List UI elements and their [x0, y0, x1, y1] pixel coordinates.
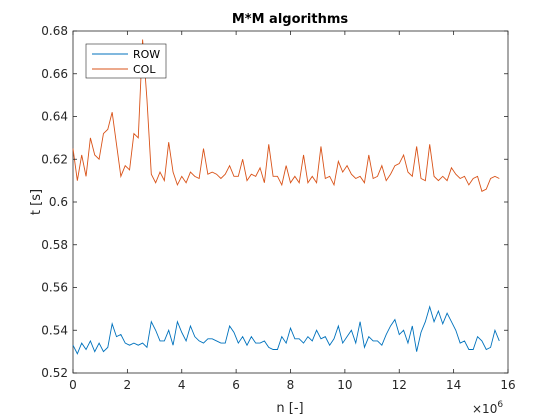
chart-title: M*M algorithms	[232, 12, 349, 27]
legend-row-label: ROW	[133, 48, 160, 61]
tick-layer	[72, 30, 509, 374]
y-tick-label: 0.64	[41, 110, 68, 124]
tick-label-layer: 0 2 4 6 8 10 12 14 16 0.52 0.54 0.56 0.58 0.6 0.62 0.64…	[41, 24, 515, 392]
y-tick-label: 0.68	[41, 24, 68, 38]
y-tick-label: 0.62	[41, 152, 68, 166]
y-tick-label: 0.52	[41, 366, 68, 380]
y-tick-label: 0.6	[49, 195, 68, 209]
x-axis-exponent-power: 6	[497, 400, 503, 410]
plot-area	[72, 30, 509, 374]
legend: ROW COL	[85, 43, 167, 79]
x-axis-exponent-base: ×10	[472, 402, 497, 416]
legend-box	[85, 43, 167, 79]
series-line-row	[72, 305, 500, 355]
legend-col-label: COL	[133, 63, 156, 76]
x-axis-exponent: ×106	[472, 400, 503, 416]
x-tick-label: 4	[178, 378, 186, 392]
y-axis-label: t [s]	[29, 189, 44, 215]
y-tick-label: 0.56	[41, 281, 68, 295]
y-tick-label: 0.58	[41, 238, 68, 252]
x-tick-label: 8	[287, 378, 295, 392]
x-tick-label: 16	[500, 378, 515, 392]
y-tick-label: 0.66	[41, 67, 68, 81]
x-tick-label: 6	[232, 378, 240, 392]
x-tick-label: 14	[446, 378, 461, 392]
x-tick-label: 12	[392, 378, 407, 392]
x-axis-label: n [-]	[276, 401, 303, 416]
y-tick-label: 0.54	[41, 323, 68, 337]
x-tick-label: 2	[124, 378, 132, 392]
x-tick-label: 10	[337, 378, 352, 392]
x-tick-label: 0	[69, 378, 77, 392]
